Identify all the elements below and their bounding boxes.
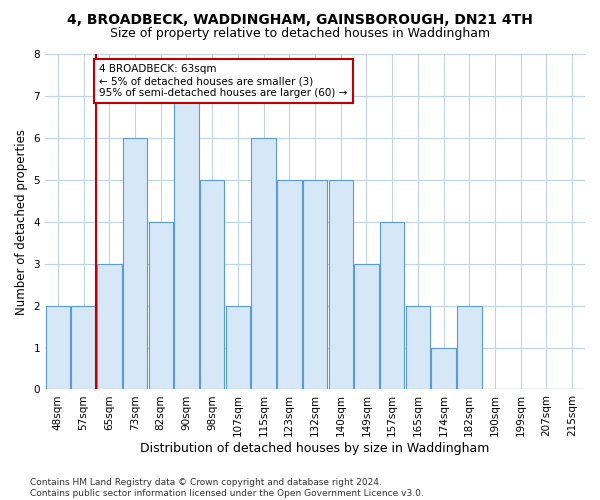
Bar: [149, 222, 173, 390]
Bar: [303, 180, 327, 390]
Y-axis label: Number of detached properties: Number of detached properties: [15, 128, 28, 314]
Bar: [123, 138, 147, 390]
Bar: [97, 264, 122, 390]
Bar: [174, 96, 199, 390]
Text: Contains HM Land Registry data © Crown copyright and database right 2024.
Contai: Contains HM Land Registry data © Crown c…: [30, 478, 424, 498]
Bar: [354, 264, 379, 390]
Bar: [46, 306, 70, 390]
Bar: [406, 306, 430, 390]
Bar: [71, 306, 96, 390]
Bar: [431, 348, 456, 390]
Bar: [380, 222, 404, 390]
Bar: [226, 306, 250, 390]
Bar: [457, 306, 482, 390]
Bar: [329, 180, 353, 390]
Bar: [251, 138, 276, 390]
X-axis label: Distribution of detached houses by size in Waddingham: Distribution of detached houses by size …: [140, 442, 490, 455]
Text: Size of property relative to detached houses in Waddingham: Size of property relative to detached ho…: [110, 28, 490, 40]
Text: 4, BROADBECK, WADDINGHAM, GAINSBOROUGH, DN21 4TH: 4, BROADBECK, WADDINGHAM, GAINSBOROUGH, …: [67, 12, 533, 26]
Bar: [200, 180, 224, 390]
Text: 4 BROADBECK: 63sqm
← 5% of detached houses are smaller (3)
95% of semi-detached : 4 BROADBECK: 63sqm ← 5% of detached hous…: [99, 64, 347, 98]
Bar: [277, 180, 302, 390]
